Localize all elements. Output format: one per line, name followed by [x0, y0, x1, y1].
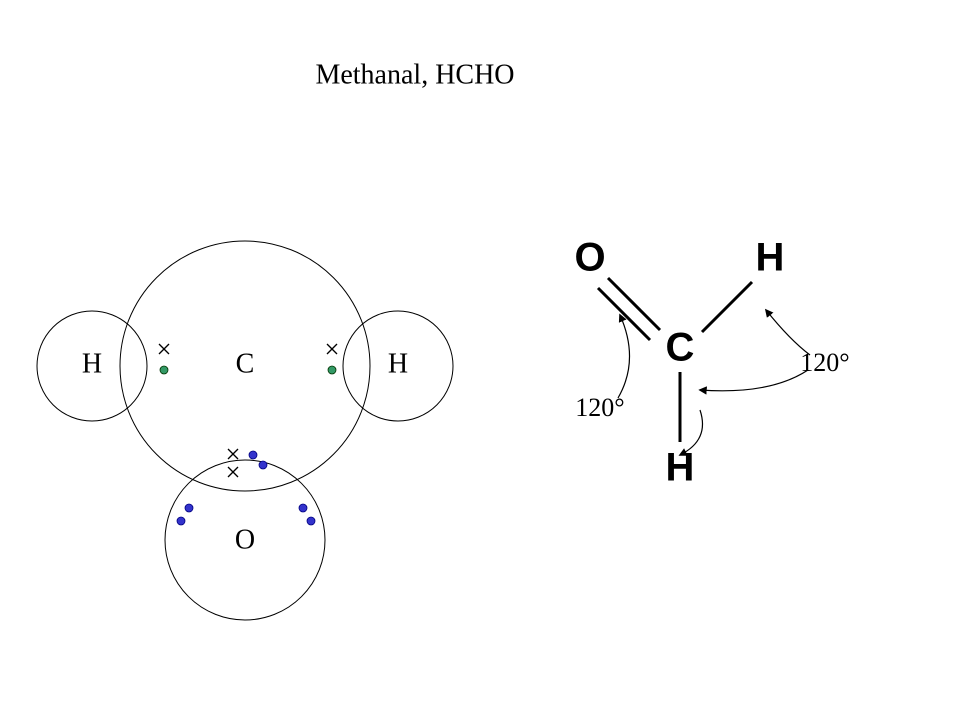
lewis-label-h_right: H — [388, 348, 408, 379]
electron-dot-blue — [259, 461, 267, 469]
electron-dot-blue — [307, 517, 315, 525]
angle-label: 120° — [575, 393, 624, 422]
electron-dot-blue — [299, 504, 307, 512]
atom-label-h_top: H — [756, 236, 785, 280]
electron-dot-blue — [249, 451, 257, 459]
electron-dot-blue — [177, 517, 185, 525]
angle-label: 120° — [800, 348, 849, 377]
lewis-label-c: C — [236, 348, 255, 379]
electron-dot-green — [328, 366, 336, 374]
diagram-title: Methanal, HCHO — [315, 59, 514, 90]
lewis-label-h_left: H — [82, 348, 102, 379]
electron-dot-blue — [185, 504, 193, 512]
atom-label-c: C — [666, 326, 695, 370]
lewis-label-o: O — [235, 524, 255, 555]
atom-label-h_bottom: H — [666, 446, 695, 490]
atom-label-o: O — [574, 236, 605, 280]
electron-dot-green — [160, 366, 168, 374]
